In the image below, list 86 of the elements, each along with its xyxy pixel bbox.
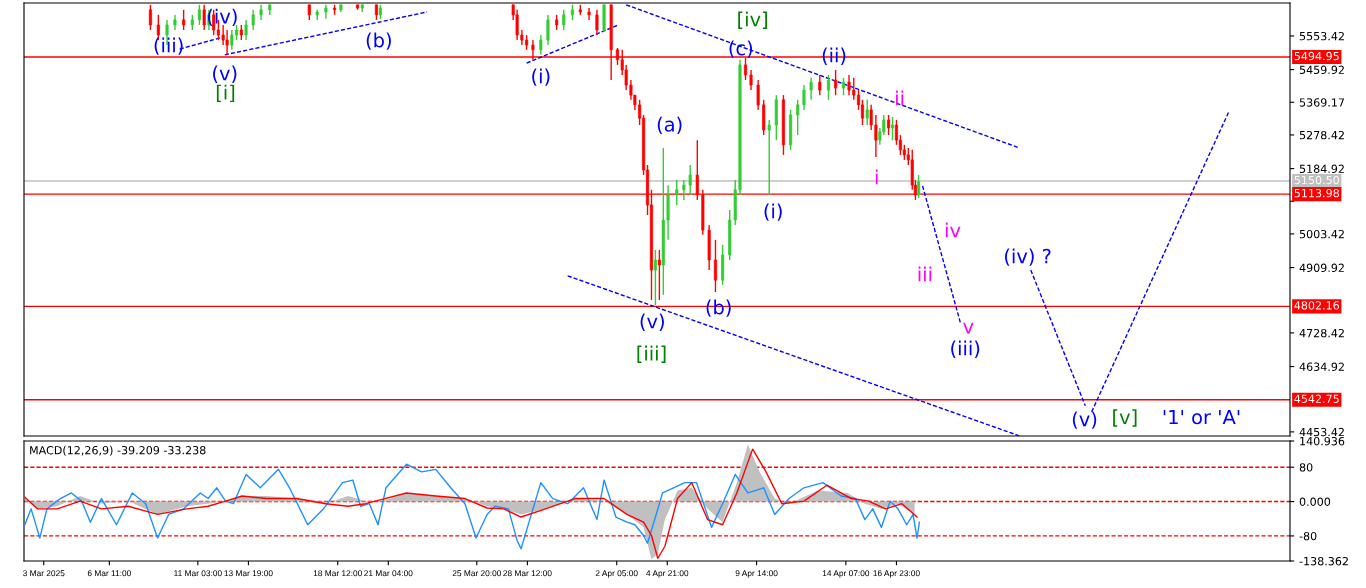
candlestick	[197, 4, 201, 26]
candlestick	[539, 34, 543, 56]
candlestick	[657, 249, 661, 301]
candlestick	[682, 179, 686, 201]
candlestick	[887, 114, 891, 136]
candlestick	[826, 74, 831, 101]
annotation: (v)	[640, 313, 664, 331]
x-tick-label: 13 Mar 19:00	[224, 570, 273, 577]
ref-line-label: 5150.50	[1294, 175, 1340, 185]
x-tick-label: 28 Mar 12:00	[503, 570, 552, 577]
y-tick-label: 0.000	[1299, 497, 1331, 506]
candlestick	[688, 164, 692, 196]
candlestick	[562, 9, 566, 31]
annotation: iv	[945, 222, 961, 238]
x-tick-label: 25 Mar 20:00	[452, 570, 502, 577]
x-tick-label: 9 Apr 14:00	[735, 570, 778, 578]
x-tick-label: 11 Mar 03:00	[174, 570, 222, 577]
candlestick	[834, 69, 838, 96]
annotation: v	[963, 322, 974, 334]
y-tick-label: 5278.42	[1299, 130, 1344, 140]
y-tick-label: -80	[1299, 531, 1317, 541]
y-tick-label: 4453.42	[1299, 427, 1344, 437]
y-tick-label: 5003.42	[1299, 229, 1344, 239]
line-series	[24, 463, 921, 550]
annotation: iii	[918, 266, 932, 282]
candlestick	[595, 9, 599, 36]
ref-line-label: 5113.98	[1294, 188, 1339, 198]
annotation: (v)	[213, 65, 237, 83]
candlestick	[767, 119, 771, 196]
annotation: [v]	[1113, 409, 1137, 427]
x-tick-label: 21 Mar 04:00	[364, 570, 413, 577]
candlestick	[244, 19, 248, 41]
candlestick	[546, 14, 550, 46]
x-tick-label: 18 Mar 12:00	[313, 570, 362, 577]
candlestick	[818, 74, 822, 96]
candlestick	[890, 116, 895, 141]
candlestick	[230, 29, 234, 51]
annotation: (i)	[532, 68, 550, 86]
y-tick-label: 5553.42	[1299, 31, 1344, 41]
candlestick	[713, 239, 718, 293]
y-tick-label: 5184.92	[1299, 164, 1344, 173]
candlestick	[802, 84, 806, 111]
annotation: i	[875, 169, 878, 185]
ref-line-label: 5494.95	[1294, 51, 1339, 61]
y-tick-label: 4728.42	[1299, 328, 1344, 338]
y-tick-label: 5369.17	[1299, 98, 1345, 107]
candlestick	[809, 77, 813, 101]
annotation: (a)	[657, 116, 682, 135]
annotation: [iii]	[637, 345, 666, 363]
x-tick-label: 16 Apr 23:00	[873, 570, 920, 578]
candlestick	[182, 9, 186, 31]
x-tick-label: 6 Mar 11:00	[87, 570, 131, 577]
y-tick-label: 5459.92	[1299, 65, 1344, 74]
annotation: [iv]	[738, 11, 767, 29]
chart-title: MACD(12,26,9) -39.209 -33.238	[30, 445, 206, 456]
y-tick-label: 80	[1299, 463, 1313, 472]
candlestick	[756, 79, 760, 111]
candlestick	[796, 99, 800, 136]
candlestick	[749, 69, 753, 91]
annotation: [i]	[216, 84, 235, 102]
candlestick	[653, 249, 657, 306]
candlestick	[202, 4, 206, 31]
annotation: (b)	[366, 32, 391, 50]
ref-line-label: 4802.16	[1294, 301, 1340, 310]
annotation: (c)	[729, 40, 753, 58]
annotation: (iii)	[951, 340, 980, 358]
candlestick	[148, 4, 152, 31]
x-tick-label: 14 Apr 07:00	[822, 570, 870, 578]
annotation: (iv) ?	[1005, 248, 1051, 266]
annotation: (v)	[1072, 411, 1097, 429]
y-tick-label: 140.936	[1300, 436, 1345, 446]
x-tick-label: 4 Apr 21:00	[646, 570, 689, 578]
annotation: (i)	[764, 203, 782, 221]
y-tick-label: 4634.92	[1299, 362, 1344, 371]
candlestick	[917, 174, 921, 199]
candlestick	[251, 9, 255, 31]
candlestick	[675, 179, 679, 206]
x-tick-label: 3 Mar 2025	[23, 570, 65, 577]
x-tick-label: 2 Apr 05:00	[595, 570, 638, 578]
annotation: (iii)	[154, 37, 183, 55]
y-tick-label: -138.362	[1299, 556, 1348, 566]
annotation: ii	[896, 90, 904, 106]
annotation: '1' or 'A'	[1163, 409, 1240, 425]
y-tick-label: 4909.92	[1299, 263, 1344, 272]
candlestick	[865, 99, 869, 126]
ref-line-label: 4542.75	[1294, 394, 1339, 403]
